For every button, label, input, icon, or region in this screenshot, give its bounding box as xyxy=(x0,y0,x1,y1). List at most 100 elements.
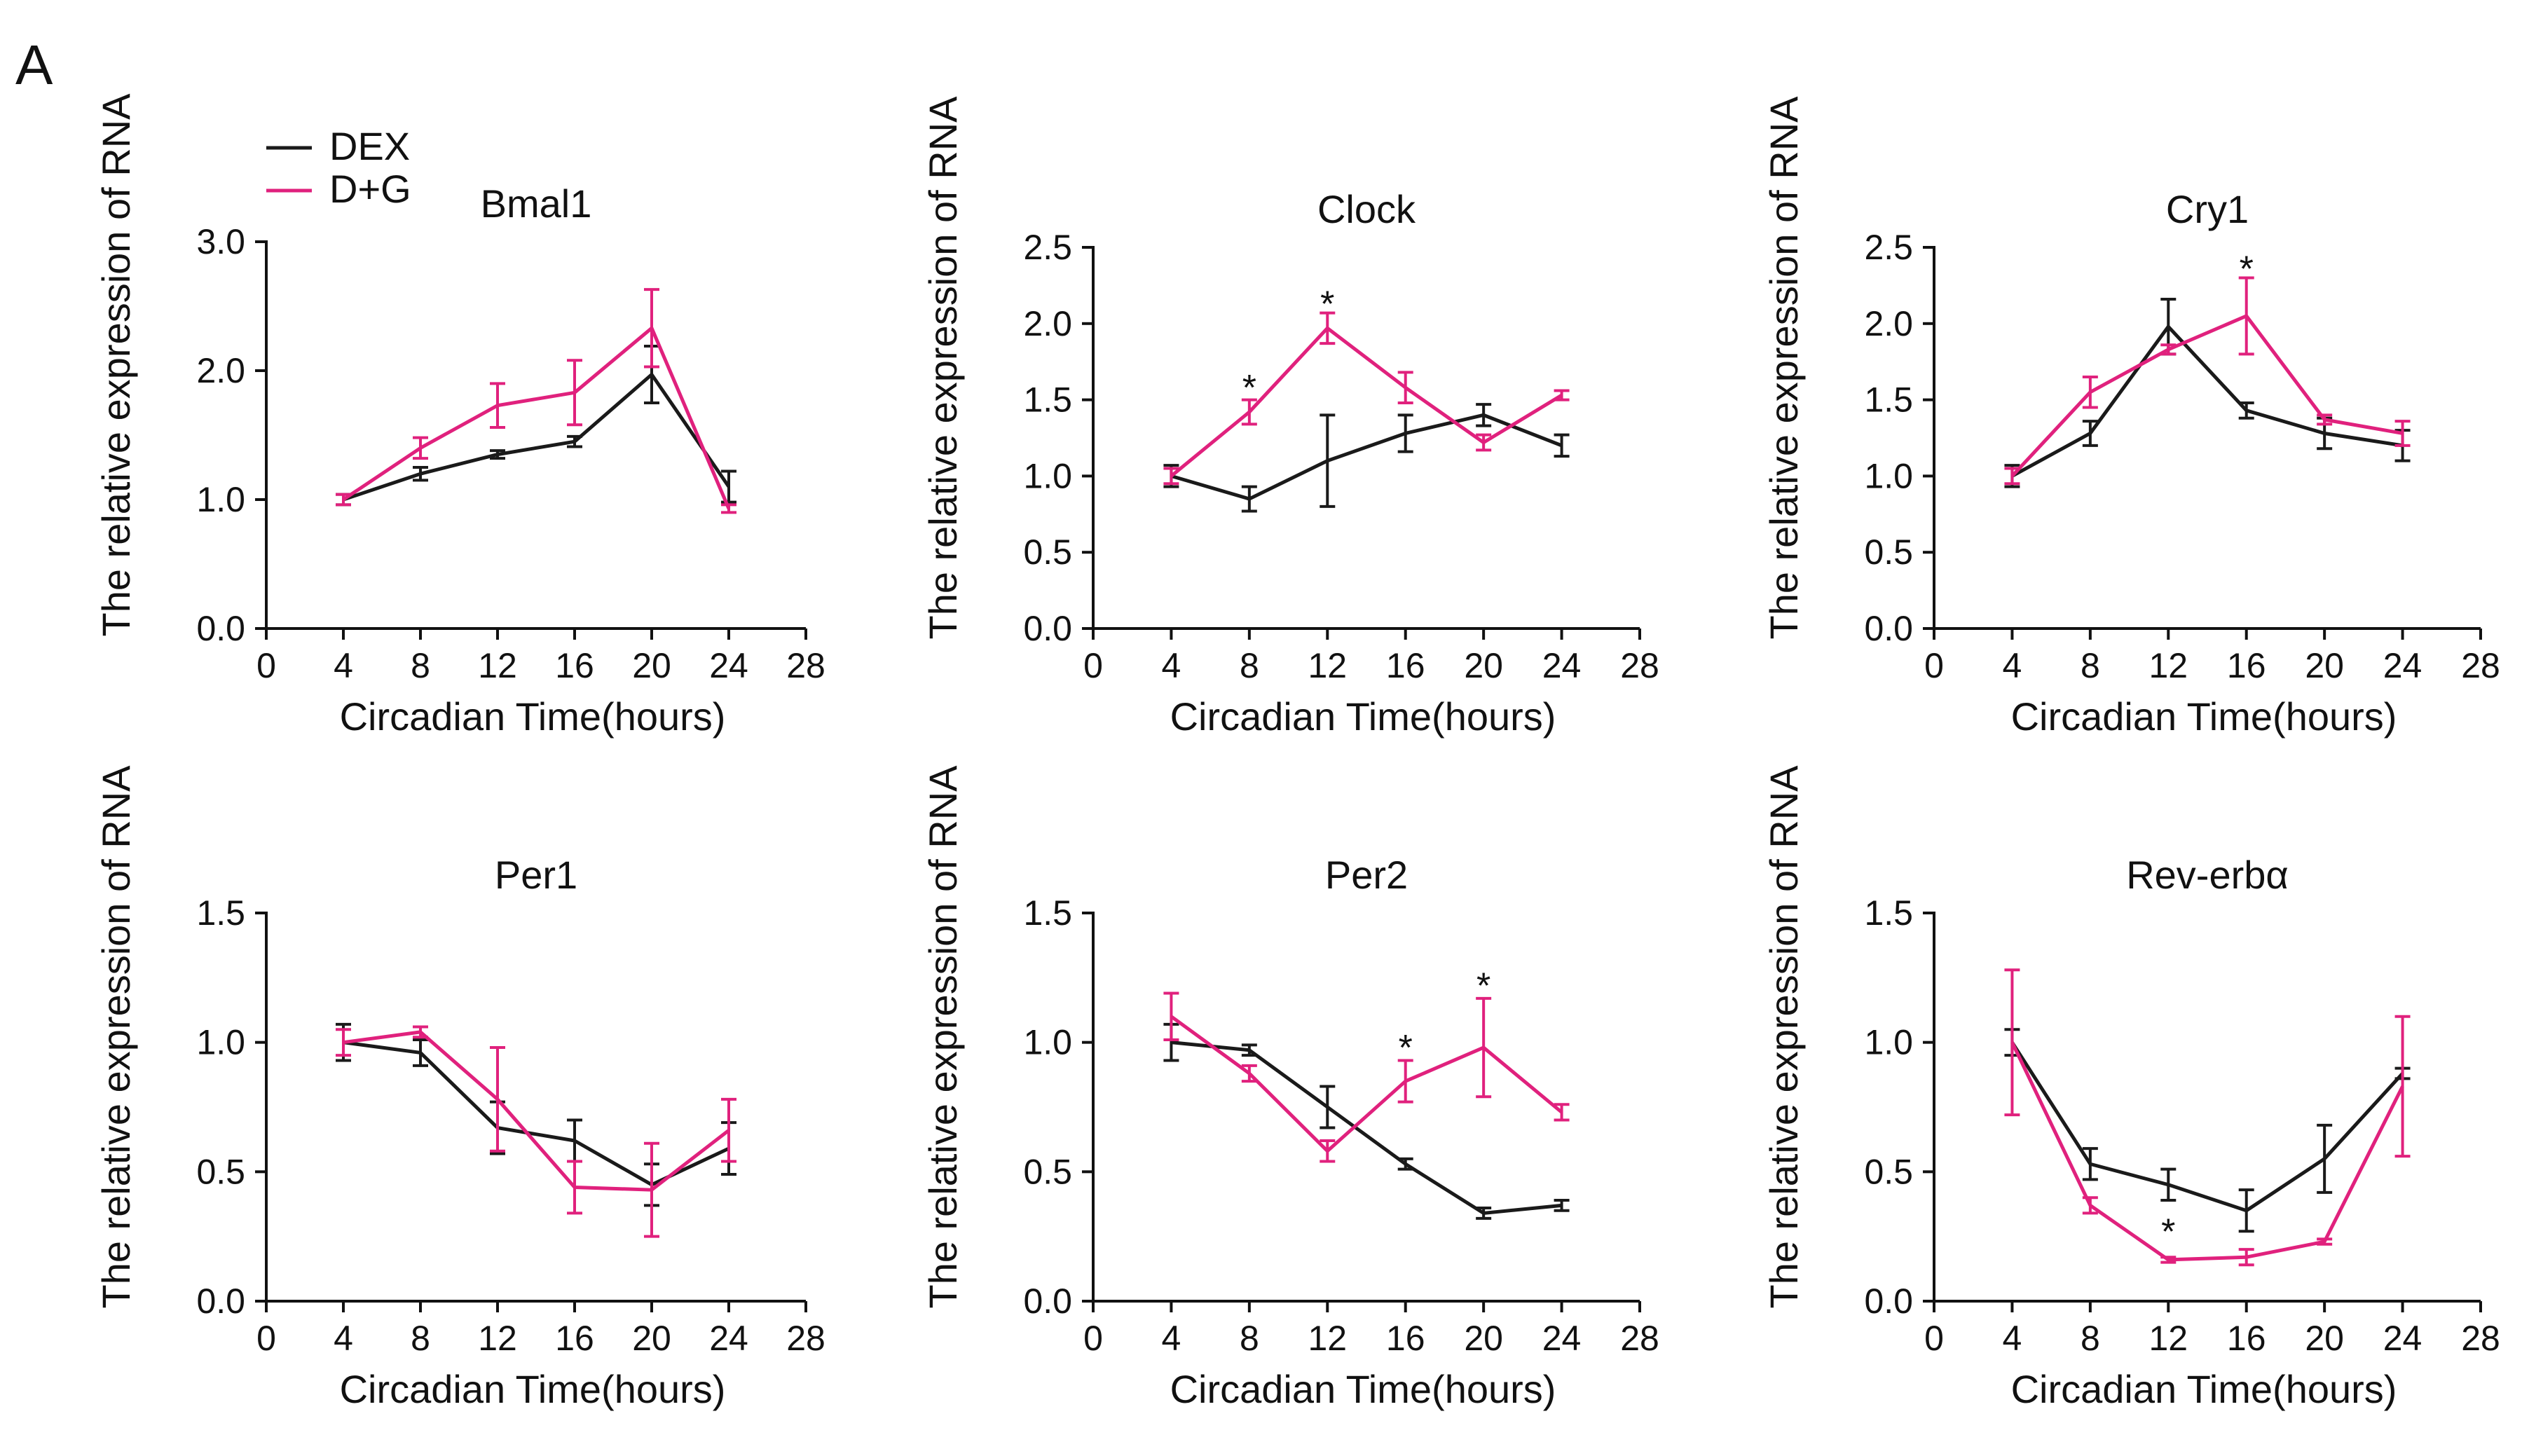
x-tick-label: 16 xyxy=(2227,1319,2266,1358)
legend-label-dex: DEX xyxy=(329,124,410,168)
x-tick-label: 28 xyxy=(2461,1319,2500,1358)
y-tick-label: 1.5 xyxy=(1023,893,1072,933)
series-d-g xyxy=(2004,276,2411,486)
series-d-g xyxy=(2004,968,2411,1267)
x-axis-label: Circadian Time(hours) xyxy=(340,1367,726,1411)
y-axis-label: The relative expression of RNA xyxy=(94,765,138,1309)
x-tick-label: 0 xyxy=(256,646,276,685)
chart-rev-erb: 0.0 0.5 1.0 1.5 0 4 8 12 16 20 24 28 Rev-erbα Circadi… xyxy=(1762,765,2500,1411)
significance-marker: * xyxy=(1242,368,1256,408)
y-axis-label: The relative expression of RNA xyxy=(1762,96,1806,640)
x-tick-label: 24 xyxy=(709,646,748,685)
x-tick-label: 16 xyxy=(1386,1319,1425,1358)
legend: DEX D+G xyxy=(266,124,411,211)
y-tick-label: 1.5 xyxy=(1864,893,1913,933)
series-d-g xyxy=(336,1025,736,1238)
x-tick-label: 16 xyxy=(1386,646,1425,685)
series-dex xyxy=(1163,403,1570,513)
y-tick-label: 1.0 xyxy=(1864,1023,1913,1062)
x-tick-label: 16 xyxy=(555,646,594,685)
y-tick-label: 1.0 xyxy=(1023,1023,1072,1062)
series-d-g xyxy=(336,288,736,514)
series-line xyxy=(343,373,731,502)
series-line xyxy=(2010,314,2404,478)
x-tick-label: 4 xyxy=(334,1319,353,1358)
x-tick-label: 8 xyxy=(1240,646,1259,685)
x-tick-label: 4 xyxy=(2003,646,2022,685)
chart-bmal1: 0.0 1.0 2.0 3.0 0 4 8 12 16 20 24 28 Bmal1 Circadian … xyxy=(94,93,825,739)
series-line xyxy=(2010,1041,2404,1262)
x-tick-label: 28 xyxy=(786,1319,825,1358)
series-line xyxy=(1170,1015,1563,1153)
series-line xyxy=(1171,1041,1562,1215)
x-tick-label: 16 xyxy=(2227,646,2266,685)
significance-marker: * xyxy=(2240,249,2254,289)
panel-label: A xyxy=(15,34,53,96)
x-tick-label: 20 xyxy=(1464,1319,1503,1358)
x-tick-label: 12 xyxy=(478,1319,517,1358)
series-d-g xyxy=(1163,311,1570,486)
x-tick-label: 24 xyxy=(2383,1319,2422,1358)
chart-title: Per1 xyxy=(495,853,577,897)
y-tick-label: 2.0 xyxy=(196,351,245,390)
x-tick-label: 24 xyxy=(709,1319,748,1358)
chart-cry1: 0.0 0.5 1.0 1.5 2.0 2.5 0 4 8 12 16 20 24 28 Cry1 Circa… xyxy=(1762,96,2500,739)
y-axis-label: The relative expression of RNA xyxy=(921,96,965,640)
x-tick-label: 12 xyxy=(1308,646,1347,685)
x-tick-label: 12 xyxy=(1308,1319,1347,1358)
significance-marker: * xyxy=(1399,1028,1413,1069)
y-tick-label: 2.0 xyxy=(1864,304,1913,343)
y-tick-label: 0.0 xyxy=(196,609,245,648)
x-tick-label: 8 xyxy=(2081,646,2100,685)
x-tick-label: 12 xyxy=(2148,646,2188,685)
x-tick-label: 24 xyxy=(1542,1319,1582,1358)
x-tick-label: 8 xyxy=(1240,1319,1259,1358)
chart-title: Cry1 xyxy=(2166,187,2249,231)
series-line xyxy=(1170,326,1563,478)
series-line xyxy=(343,1030,730,1192)
x-tick-label: 8 xyxy=(411,1319,430,1358)
y-tick-label: 0.5 xyxy=(1864,1152,1913,1191)
x-tick-label: 20 xyxy=(1464,646,1503,685)
y-tick-label: 1.5 xyxy=(196,893,245,933)
significance-marker: * xyxy=(2161,1211,2175,1252)
series-dex xyxy=(336,1022,736,1207)
x-tick-label: 4 xyxy=(1162,646,1181,685)
x-tick-label: 4 xyxy=(2003,1319,2022,1358)
y-tick-label: 0.0 xyxy=(196,1282,245,1321)
y-tick-label: 0.5 xyxy=(1023,1152,1072,1191)
x-tick-label: 16 xyxy=(555,1319,594,1358)
charts-area: 0.0 1.0 2.0 3.0 0 4 8 12 16 20 24 28 Bmal1 Circadian … xyxy=(94,93,2500,1411)
x-tick-label: 24 xyxy=(2383,646,2422,685)
y-tick-label: 0.0 xyxy=(1864,609,1913,648)
series-line xyxy=(342,326,731,509)
x-tick-label: 20 xyxy=(2305,1319,2344,1358)
x-tick-label: 28 xyxy=(786,646,825,685)
significance-marker: * xyxy=(1320,284,1334,325)
series-line xyxy=(2010,1041,2404,1213)
chart-per2: 0.0 0.5 1.0 1.5 0 4 8 12 16 20 24 28 Per2 Circadian T… xyxy=(921,765,1659,1411)
y-axis-label: The relative expression of RNA xyxy=(921,765,965,1309)
y-tick-label: 1.0 xyxy=(1023,456,1072,495)
series-dex xyxy=(1163,1022,1570,1220)
chart-clock: 0.0 0.5 1.0 1.5 2.0 2.5 0 4 8 12 16 20 24 28 Clock Circ… xyxy=(921,96,1659,739)
x-tick-label: 24 xyxy=(1542,646,1582,685)
series-line xyxy=(2011,324,2403,478)
x-axis-label: Circadian Time(hours) xyxy=(340,694,726,739)
y-tick-label: 0.5 xyxy=(1864,533,1913,572)
y-tick-label: 1.5 xyxy=(1864,380,1913,420)
series-dex xyxy=(2004,1028,2411,1233)
series-dex xyxy=(2004,297,2411,488)
y-tick-label: 0.5 xyxy=(1023,533,1072,572)
x-tick-label: 0 xyxy=(1924,1319,1944,1358)
x-tick-label: 20 xyxy=(632,646,671,685)
x-tick-label: 12 xyxy=(478,646,517,685)
legend-label-dg: D+G xyxy=(329,167,411,211)
series-line xyxy=(343,1041,730,1187)
x-tick-label: 8 xyxy=(2081,1319,2100,1358)
y-tick-label: 0.0 xyxy=(1023,1282,1072,1321)
x-axis-label: Circadian Time(hours) xyxy=(2011,1367,2397,1411)
x-tick-label: 20 xyxy=(632,1319,671,1358)
x-axis-label: Circadian Time(hours) xyxy=(1170,1367,1556,1411)
